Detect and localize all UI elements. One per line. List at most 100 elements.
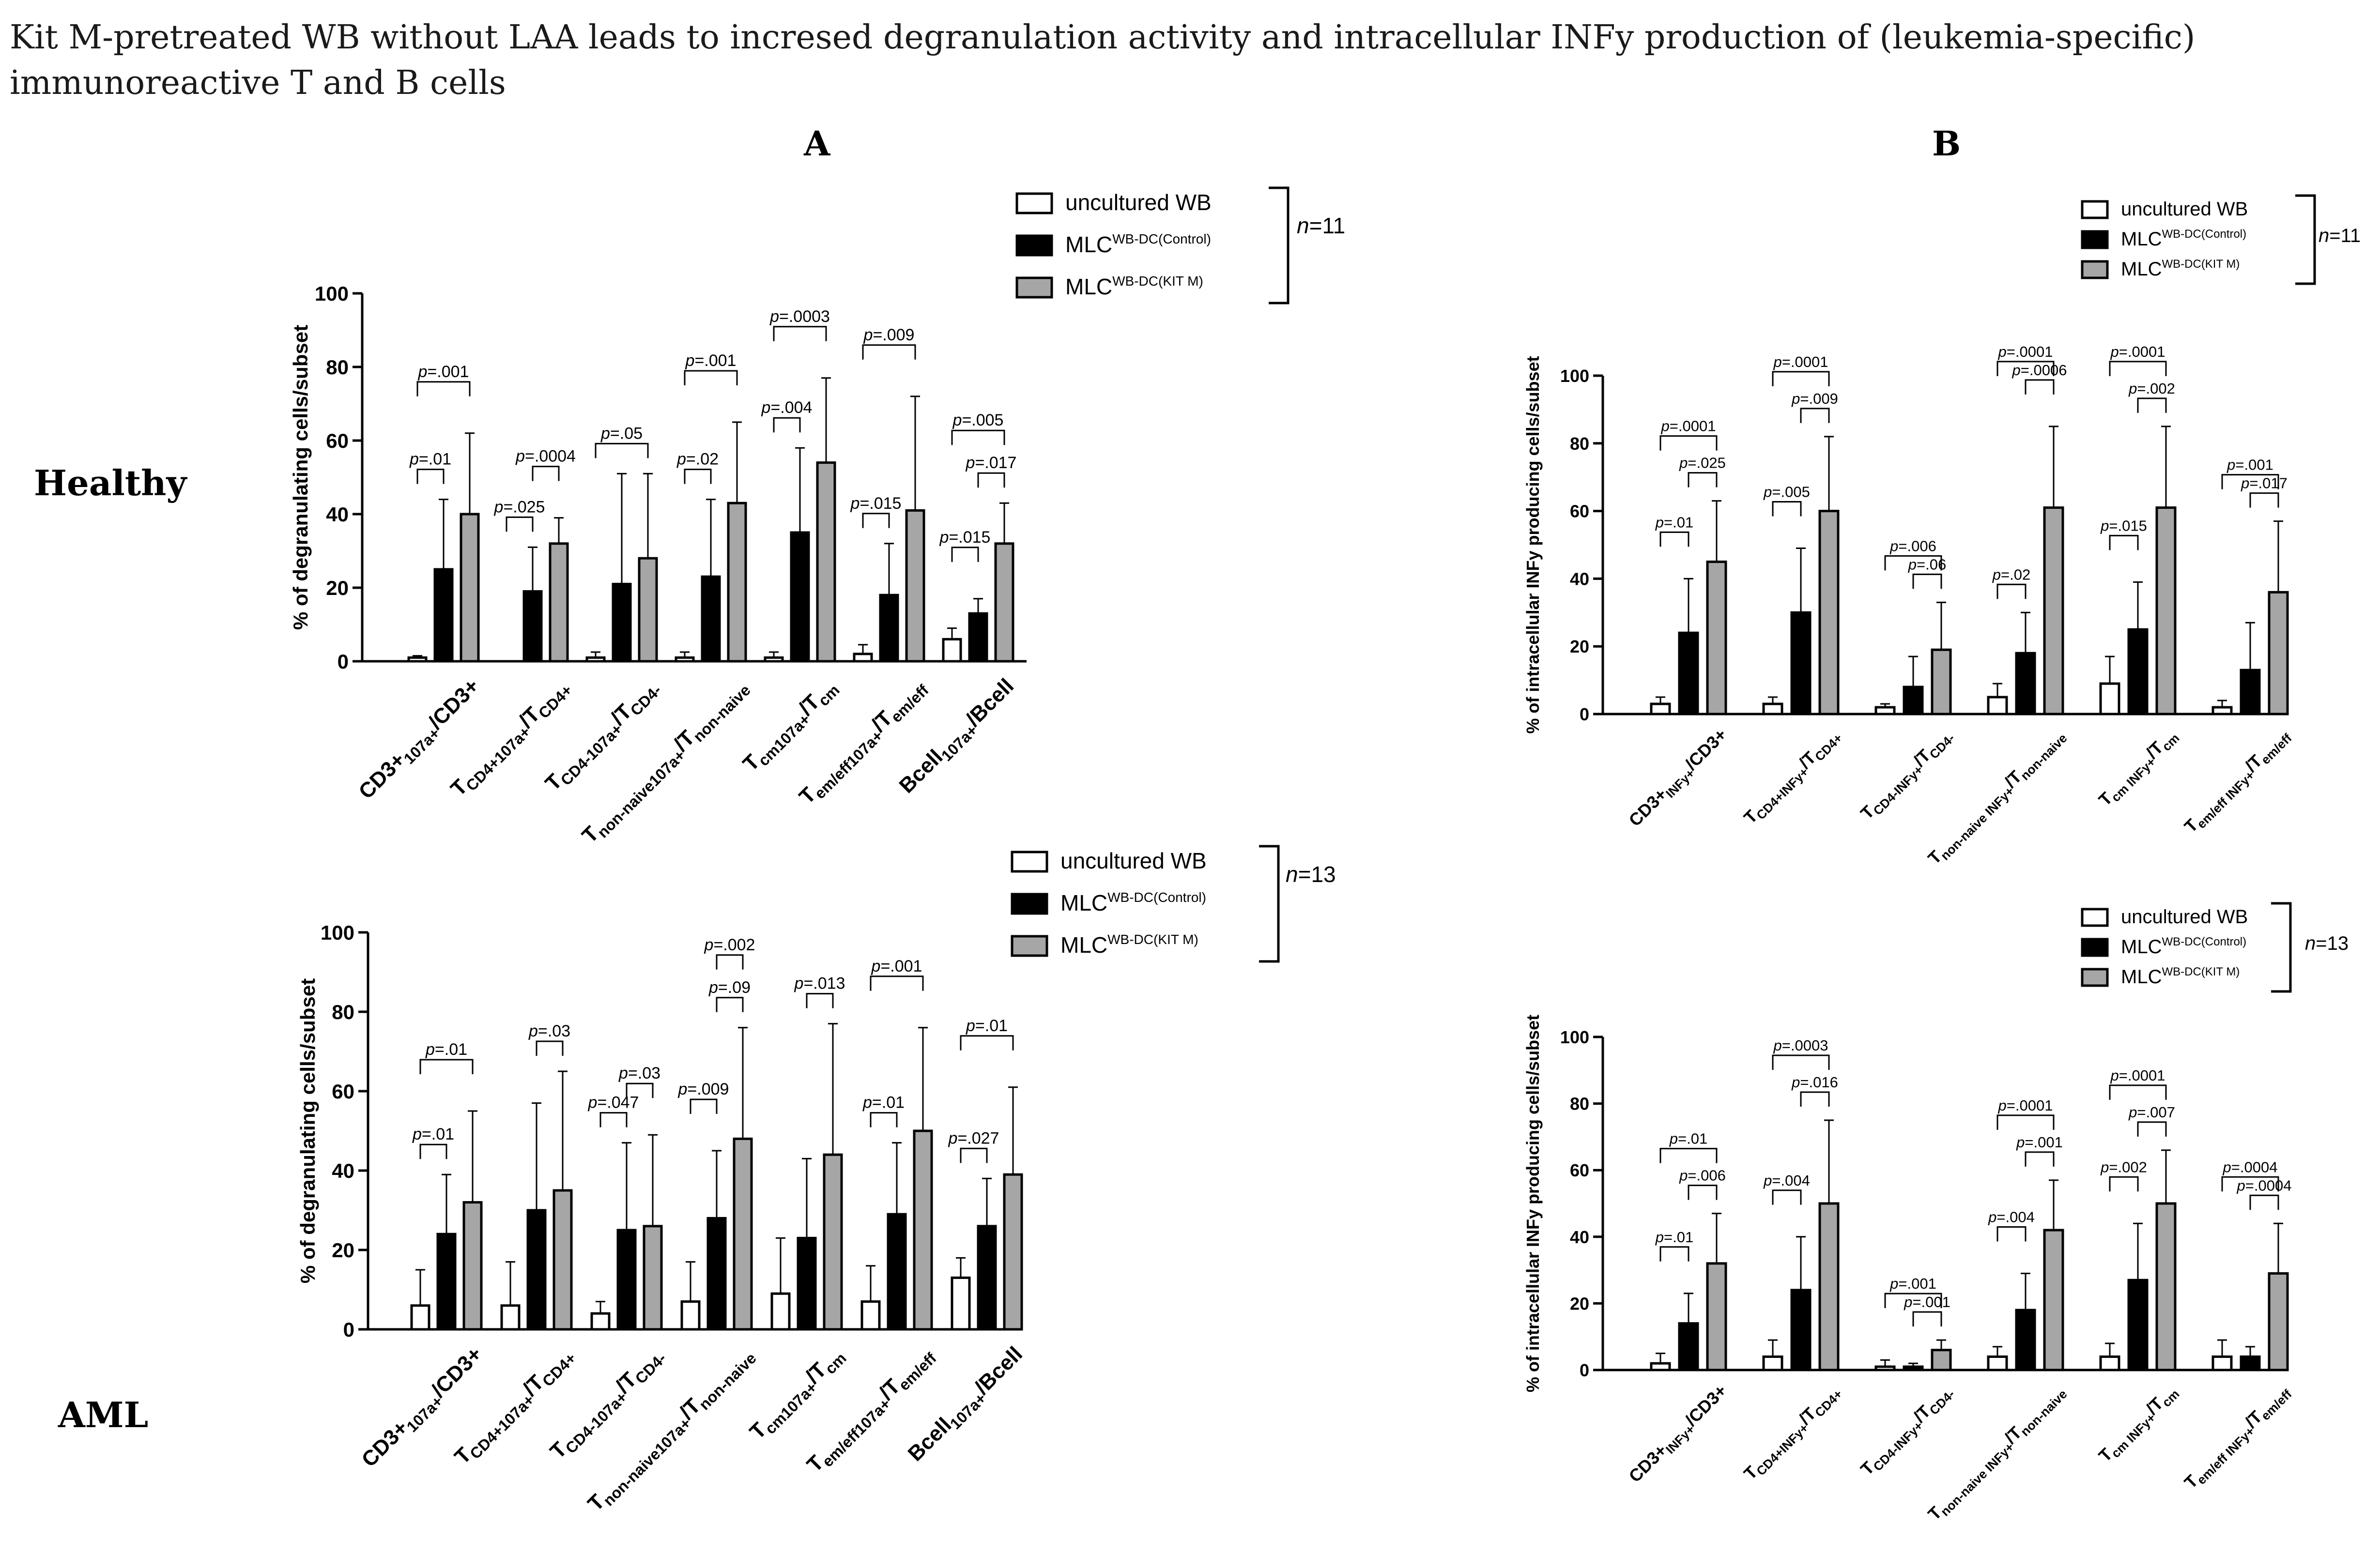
bar-control (522, 590, 543, 663)
legend-label: MLCWB-DC(KIT M) (2121, 965, 2240, 988)
significance-bracket (960, 1035, 1014, 1051)
y-tick-label: 20 (326, 577, 349, 599)
x-category-label: Tnon-naive107a+/Tnon-naive (577, 674, 753, 850)
bar-kitm (727, 502, 747, 663)
sample-size-label: n=13 (2305, 933, 2349, 954)
p-value-label: p=.0004 (2223, 1158, 2278, 1175)
p-value-label: p=.0004 (515, 447, 576, 466)
bar-uncultured (951, 1276, 971, 1331)
p-value-label: p=.027 (948, 1129, 999, 1147)
significance-bracket (716, 997, 744, 1012)
bar-kitm (2155, 506, 2177, 716)
significance-bracket (2137, 1121, 2167, 1137)
bar-control (1790, 1289, 1812, 1371)
bar-control (1790, 611, 1812, 716)
legend-label: MLCWB-DC(KIT M) (2121, 258, 2240, 280)
legend-swatch-kitm (2081, 968, 2109, 987)
legend-label: MLCWB-DC(Control) (1065, 231, 1211, 257)
significance-bracket (2249, 1194, 2279, 1210)
bar-control (968, 612, 988, 663)
legend-label: uncultured WB (1065, 190, 1212, 215)
significance-bracket (419, 1143, 447, 1159)
bar-kitm (1818, 510, 1840, 716)
p-value-label: p=.002 (2128, 380, 2175, 397)
y-tick-label: 20 (332, 1239, 354, 1262)
significance-bracket (1800, 408, 1830, 423)
p-value-label: p=.01 (1669, 1130, 1707, 1147)
p-value-label: p=.009 (678, 1080, 729, 1098)
significance-bracket (773, 417, 801, 433)
significance-bracket (1659, 1148, 1718, 1163)
p-value-label: p=.001 (2226, 457, 2273, 473)
significance-bracket (1912, 573, 1942, 589)
bar-control (2240, 669, 2261, 716)
legend-swatch-control (2081, 230, 2109, 249)
p-value-label: p=.016 (1791, 1074, 1838, 1091)
bar-uncultured (1987, 696, 2008, 716)
x-category-label: Tcm107a+/Tcm (738, 674, 843, 778)
legend-label: MLCWB-DC(KIT M) (1065, 274, 1203, 299)
p-value-label: p=.015 (2100, 517, 2147, 534)
legend-bracket (1269, 186, 1290, 305)
bar-uncultured (680, 1300, 701, 1331)
x-category-label: TCD4+INFy+/TCD4+ (1740, 725, 1845, 830)
y-tick-label: 60 (1570, 1160, 1589, 1180)
bar-control (526, 1209, 547, 1331)
bar-uncultured (1987, 1355, 2008, 1371)
p-value-label: p=.004 (1763, 1172, 1810, 1189)
bar-uncultured (2211, 1355, 2233, 1371)
bar-kitm (1931, 648, 1952, 716)
legend-swatch-control (2081, 938, 2109, 957)
y-tick-label: 80 (1570, 1094, 1589, 1114)
p-value-label: p=.015 (850, 494, 902, 513)
p-value-label: p=.001 (871, 957, 922, 975)
chart-A-healthy: 0 20 40 60 80 100% of degranulating cells/sub… (289, 186, 1345, 850)
significance-bracket (1996, 361, 2055, 376)
x-category-label: Tem/eff INFy+/Tem/eff (2180, 1380, 2294, 1494)
chart-B-healthy: 0 20 40 60 80 100 % of intracellular INFy prod… (1523, 194, 2361, 868)
p-value-label: p=.004 (761, 398, 813, 417)
legend-label: MLCWB-DC(KIT M) (1060, 932, 1198, 958)
x-category-label: CD3+INFy+/CD3+ (1625, 1381, 1733, 1489)
legend-label: MLCWB-DC(Control) (2121, 935, 2246, 958)
p-value-label: p=.01 (412, 1125, 454, 1143)
bar-control (879, 594, 899, 663)
p-value-label: p=.0001 (1661, 418, 1716, 435)
legend-swatch-control (1015, 234, 1053, 257)
p-value-label: p=.03 (618, 1064, 660, 1082)
chart-B-aml: 0 20 40 60 80 100 % of intracellular INFy prod… (1523, 902, 2349, 1524)
bar-control (706, 1217, 727, 1331)
p-value-label: p=.0001 (2110, 1067, 2165, 1084)
bar-uncultured (407, 656, 428, 663)
bar-kitm (816, 461, 836, 663)
bar-uncultured (2099, 1355, 2120, 1371)
significance-bracket (862, 513, 890, 528)
p-value-label: p=.01 (862, 1094, 905, 1112)
p-value-label: p=.09 (708, 978, 751, 997)
significance-bracket (2109, 1084, 2167, 1100)
bar-uncultured (942, 638, 962, 663)
significance-bracket (1884, 1293, 1942, 1309)
significance-bracket (870, 1112, 898, 1127)
p-value-label: p=.02 (676, 450, 719, 469)
bar-kitm (2043, 506, 2064, 716)
significance-bracket (1996, 583, 2027, 599)
significance-bracket (2025, 379, 2055, 395)
y-tick-label: 40 (1570, 569, 1589, 589)
significance-bracket (595, 442, 649, 458)
bar-kitm (1003, 1173, 1023, 1331)
significance-bracket (2025, 1151, 2055, 1167)
y-tick-label: 0 (1580, 704, 1589, 724)
significance-bracket (870, 975, 924, 991)
p-value-label: p=.01 (1655, 514, 1693, 531)
significance-bracket (2221, 1176, 2279, 1192)
significance-bracket (1912, 1311, 1942, 1327)
figure-title-line-2: immunoreactive T and B cells (10, 64, 506, 102)
bar-control (790, 531, 810, 663)
legend-swatch-uncultured (2081, 200, 2109, 219)
significance-bracket (690, 1098, 718, 1114)
bar-control (797, 1236, 817, 1331)
bar-uncultured (500, 1304, 521, 1331)
x-category-label: TCD4+INFy+/TCD4+ (1740, 1381, 1845, 1486)
p-value-label: p=.0003 (769, 307, 830, 326)
